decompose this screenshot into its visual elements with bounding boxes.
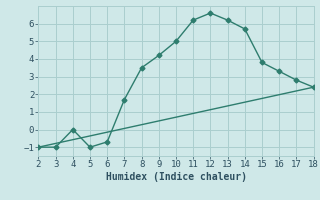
X-axis label: Humidex (Indice chaleur): Humidex (Indice chaleur) <box>106 172 246 182</box>
